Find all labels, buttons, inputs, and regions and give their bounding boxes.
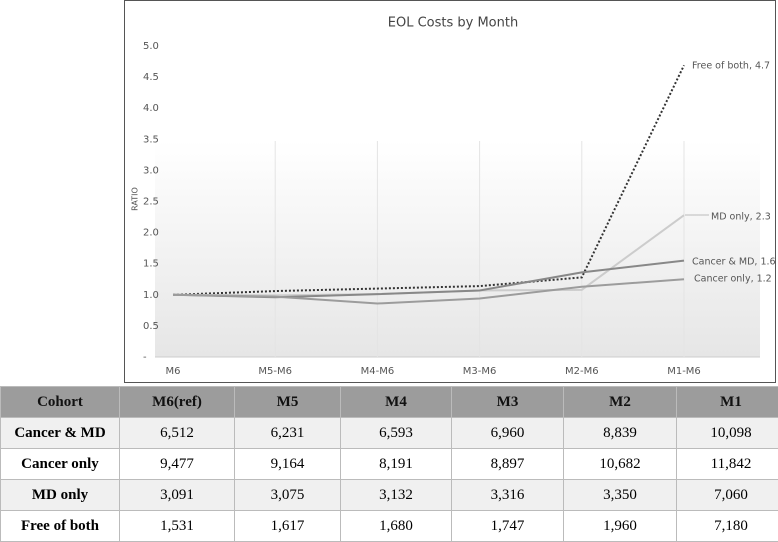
table-cell: 6,960 — [452, 418, 564, 449]
y-tick-label: 2.0 — [143, 228, 159, 239]
x-tick-label: M1-M6 — [667, 366, 701, 377]
table-cell: 7,060 — [677, 480, 778, 511]
x-tick-label: M4-M6 — [361, 366, 395, 377]
annotation: MD only, 2.3 — [711, 212, 771, 223]
y-tick-label: 5.0 — [143, 41, 159, 52]
table-cell: 1,680 — [341, 511, 452, 542]
chart-title: EOL Costs by Month — [388, 16, 518, 31]
header-cell: M1 — [677, 387, 778, 418]
table-cell: 8,839 — [564, 418, 677, 449]
annotation: Cancer only, 1.2 — [694, 274, 772, 285]
y-tick-label: - — [143, 352, 147, 363]
header-cell: M3 — [452, 387, 564, 418]
table-cell: 6,231 — [235, 418, 341, 449]
x-tick-label: M5-M6 — [258, 366, 292, 377]
header-cell: M5 — [235, 387, 341, 418]
table-cell: 3,075 — [235, 480, 341, 511]
y-tick-label: 3.5 — [143, 134, 159, 145]
x-tick-label: M3-M6 — [463, 366, 497, 377]
chart: EOL Costs by Month RATIO - 0.5 1.0 1.5 2.0 2.… — [125, 1, 775, 382]
table-cell: 1,960 — [564, 511, 677, 542]
header-cell: M2 — [564, 387, 677, 418]
annotation: Cancer & MD, 1.6 — [692, 257, 775, 268]
y-tick-label: 3.0 — [143, 165, 159, 176]
annotation: Free of both, 4.7 — [692, 61, 770, 72]
table-cell: 9,477 — [120, 449, 235, 480]
y-axis-title: RATIO — [131, 187, 140, 211]
table-cell: 3,316 — [452, 480, 564, 511]
header-cell: M6(ref) — [120, 387, 235, 418]
y-tick-label: 1.5 — [143, 259, 159, 270]
table-cell: 6,593 — [341, 418, 452, 449]
table-cell: 8,897 — [452, 449, 564, 480]
header-cell: M4 — [341, 387, 452, 418]
table-cell: 6,512 — [120, 418, 235, 449]
table-cell: 3,132 — [341, 480, 452, 511]
table-cell: 1,531 — [120, 511, 235, 542]
y-tick-label: 4.5 — [143, 72, 159, 83]
table-cell: Cancer & MD — [1, 418, 120, 449]
table-cell: Free of both — [1, 511, 120, 542]
table-cell: 10,098 — [677, 418, 778, 449]
chart-frame: EOL Costs by Month RATIO - 0.5 1.0 1.5 2.0 2.… — [124, 0, 776, 383]
table-cell: 9,164 — [235, 449, 341, 480]
table-cell: 10,682 — [564, 449, 677, 480]
table-cell: 8,191 — [341, 449, 452, 480]
plot-background — [155, 141, 760, 357]
y-tick-label: 2.5 — [143, 197, 159, 208]
table-cell: Cancer only — [1, 449, 120, 480]
table-cell: 1,617 — [235, 511, 341, 542]
y-tick-label: 0.5 — [143, 321, 159, 332]
table-cell: MD only — [1, 480, 120, 511]
header-cell: Cohort — [1, 387, 120, 418]
x-tick-label: M6 — [166, 366, 181, 377]
table-cell: 3,350 — [564, 480, 677, 511]
table-cell: 7,180 — [677, 511, 778, 542]
y-tick-label: 1.0 — [143, 290, 159, 301]
x-tick-label: M2-M6 — [565, 366, 599, 377]
table-cell: 11,842 — [677, 449, 778, 480]
table-cell: 3,091 — [120, 480, 235, 511]
y-tick-label: 4.0 — [143, 103, 159, 114]
table-cell: 1,747 — [452, 511, 564, 542]
